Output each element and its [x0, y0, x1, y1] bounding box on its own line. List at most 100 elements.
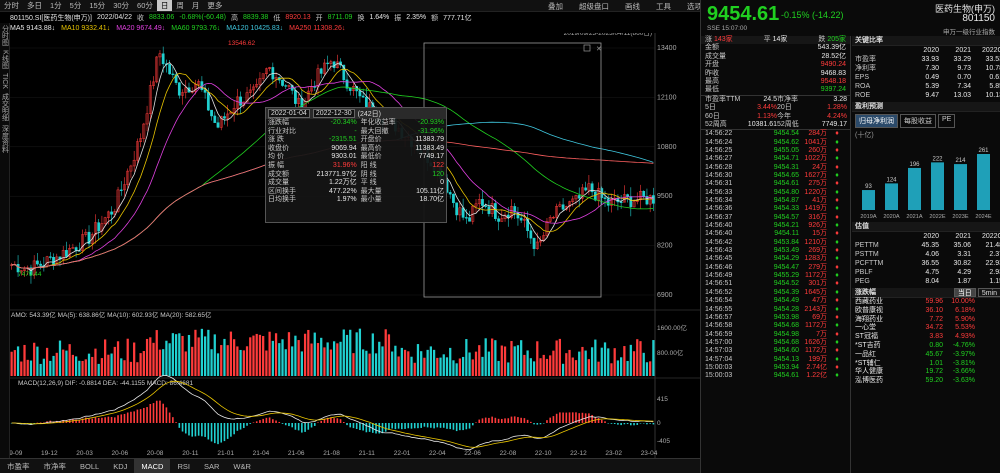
view-tab-2[interactable]: TICK [1, 72, 8, 89]
leaders-tab-1[interactable]: 5min [977, 288, 1000, 297]
macd-bar [288, 423, 290, 427]
candle-body [106, 211, 110, 218]
kline-chart[interactable]: 13400 12100 10800 9500 8200 6900 2019/09/23-20… [10, 33, 700, 458]
leader-row[interactable]: 一心堂 34.72 5.53% [852, 324, 1000, 333]
leader-row[interactable]: 西藏药业 59.96 10.00% [852, 298, 1000, 307]
maximize-icon[interactable] [583, 44, 591, 52]
indicator-tab-1[interactable]: 市净率 [43, 461, 67, 471]
macd-bar [139, 409, 142, 423]
date-tick-label: 22-04 [429, 450, 446, 457]
amo-bars [10, 328, 655, 376]
amo-bar [468, 352, 471, 376]
close-icon[interactable]: ✕ [596, 46, 602, 53]
leader-row[interactable]: 泓博医药 59.20 -3.63% [852, 377, 1000, 386]
indicator-tab-2[interactable]: BOLL [80, 461, 100, 471]
popup-value: 1.97% [336, 196, 357, 204]
candle-body [545, 221, 549, 236]
fin-row: 净利率 7.30 9.73 10.78 [852, 64, 1000, 73]
tool-button-0[interactable]: 叠加 [548, 1, 563, 11]
candle-body [197, 81, 201, 85]
indicator-tab-7[interactable]: W&R [233, 461, 251, 471]
candle-body [110, 211, 113, 215]
popup-label: 年化收益率 [360, 119, 396, 126]
profit-tab-2[interactable]: PE [938, 114, 956, 128]
leader-row[interactable]: *ST辅仁 1.01 -3.81% [852, 360, 1000, 369]
period-tab-1[interactable]: 多日 [27, 1, 42, 10]
tool-button-2[interactable]: 画线 [625, 1, 640, 11]
tool-button-1[interactable]: 超级盘口 [579, 1, 609, 11]
quote-header: 9454.61 -0.15% (-14.22) 医药生物(申万) 801150 … [701, 0, 1000, 36]
leader-row[interactable]: 海翔药业 7.72 5.90% [852, 316, 1000, 325]
fin-value: 0.49 [925, 74, 939, 81]
ma20-label: MA20 9674.49↓ [116, 24, 166, 32]
fin-row: 市盈率 33.93 33.29 33.53 [852, 55, 1000, 64]
amo-bar [642, 352, 645, 376]
leader-row[interactable]: 一品红 45.67 -3.97% [852, 351, 1000, 360]
candle-body [342, 64, 346, 81]
indicator-tab-0[interactable]: 市盈率 [7, 461, 30, 471]
leader-row[interactable]: ST冠福 3.83 4.93% [852, 333, 1000, 342]
view-tab-0[interactable]: 分时图 [1, 25, 9, 46]
period-tab-0[interactable]: 分时 [4, 1, 19, 10]
period-tab-8[interactable]: 周 [176, 1, 184, 10]
amo-bar [423, 357, 426, 376]
profit-tab-1[interactable]: 每股收益 [900, 114, 936, 128]
range-selection-box[interactable] [423, 42, 602, 298]
amo-bar [407, 351, 410, 376]
val-header: 2020 2021 2022Q [852, 232, 1000, 241]
period-tab-9[interactable]: 月 [191, 1, 200, 10]
indicator-tab-5[interactable]: RSI [177, 461, 190, 471]
tick-price: 9454.31 [773, 163, 799, 171]
view-tab-1[interactable]: K线图 [1, 50, 9, 69]
tick-direction-icon: ♦ [835, 205, 839, 213]
leaders-tab-0[interactable]: 当日 [953, 288, 976, 297]
indicator-tab-6[interactable]: SAR [203, 461, 220, 471]
leader-price: 36.10 [925, 306, 943, 314]
indicator-tab-4[interactable]: MACD [134, 458, 171, 473]
amo-bar [513, 346, 516, 376]
candle-body [526, 218, 529, 231]
amp-label: 振 [394, 14, 402, 22]
tick-time: 14:56:57 [705, 313, 733, 321]
candle-body [152, 81, 155, 86]
range-start[interactable]: 2022-01-04 [268, 109, 310, 118]
tick-list[interactable]: 14:56:22 9454.54 284万 ♦ 14:56:24 9454.62 1041万… [701, 130, 850, 380]
candle-body [274, 77, 278, 80]
tool-button-3[interactable]: 工具 [656, 1, 671, 11]
candle-body [555, 206, 559, 218]
macd-bar [604, 421, 606, 423]
tick-time: 14:56:36 [705, 205, 733, 213]
leader-spacer [975, 360, 1000, 369]
macd-bar [313, 423, 316, 426]
period-tab-7[interactable]: 日 [156, 0, 173, 11]
candle-body [268, 67, 271, 70]
tool-button-4[interactable]: 选项 [687, 1, 702, 11]
range-end[interactable]: 2022-12-30 [312, 109, 355, 118]
candle-body [584, 187, 588, 191]
popup-value: 477.22% [329, 187, 357, 195]
period-tab-5[interactable]: 30分 [113, 1, 130, 10]
amo-bar [162, 349, 165, 376]
view-tab-3[interactable]: 成交明细 [1, 92, 9, 121]
tick-time: 14:56:37 [705, 213, 733, 221]
industry-link[interactable]: 申万一级行业指数 [943, 29, 995, 36]
amo-bar [626, 360, 629, 376]
period-tab-4[interactable]: 15分 [89, 1, 106, 10]
macd-bar [62, 419, 65, 423]
candle-body [81, 234, 84, 251]
leader-row[interactable]: 华人健康 19.72 -3.66% [852, 368, 1000, 377]
period-tab-10[interactable]: 更多 [207, 1, 223, 10]
period-tab-2[interactable]: 1分 [50, 1, 62, 10]
macd-bar [417, 423, 419, 429]
indicator-tab-3[interactable]: KDJ [113, 461, 128, 471]
leader-row[interactable]: 欧普康视 36.10 6.18% [852, 307, 1000, 316]
period-tab-3[interactable]: 5分 [69, 1, 82, 10]
candle-body [168, 64, 172, 75]
leader-row[interactable]: *ST吉药 0.80 -4.76% [852, 342, 1000, 351]
profit-tab-0[interactable]: 归母净利润 [855, 114, 898, 128]
view-tab-4[interactable]: 深度资料 [1, 124, 9, 153]
period-tab-6[interactable]: 60分 [137, 1, 153, 10]
amo-bar [474, 351, 478, 376]
candle-body [294, 90, 297, 104]
tick-time: 14:56:46 [705, 263, 733, 271]
